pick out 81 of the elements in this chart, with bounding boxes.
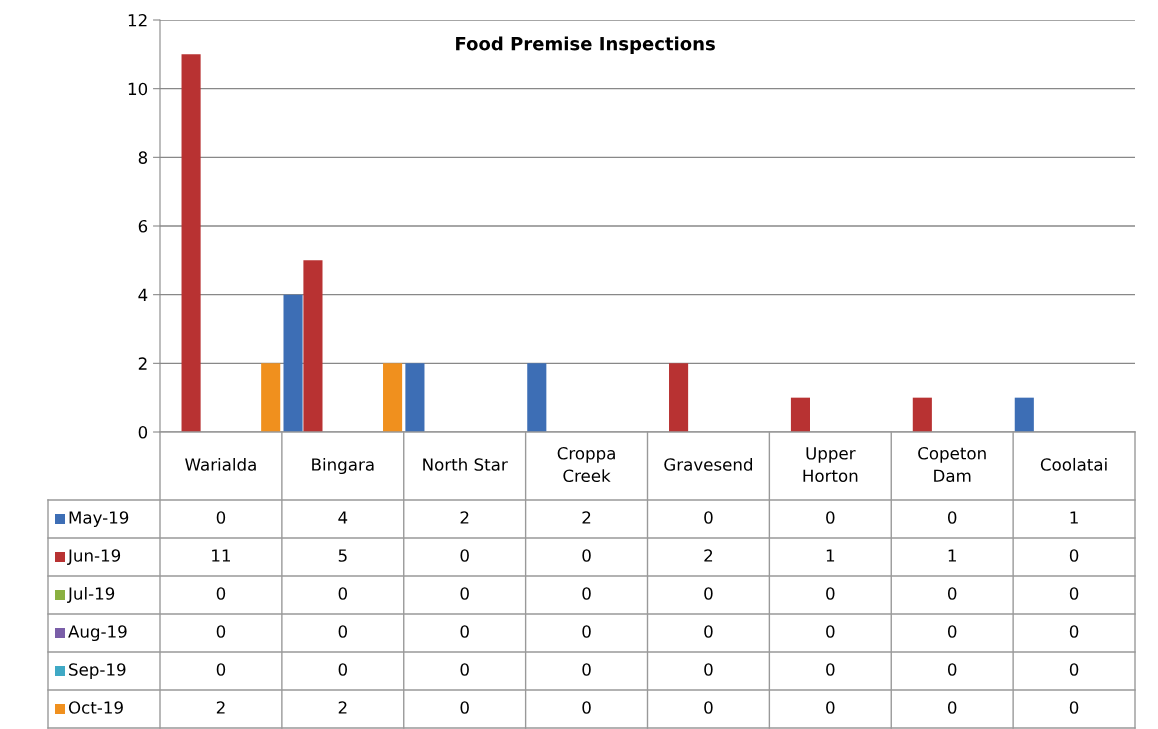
data-label: 2: [582, 511, 591, 524]
data-label: 0: [1069, 701, 1079, 714]
bar: [405, 363, 425, 432]
data-label: 0: [826, 701, 835, 714]
bar: [790, 397, 811, 432]
data-label: 0: [704, 663, 713, 676]
x-tick-label: Croppa Creek: [557, 447, 615, 483]
data-label: 0: [704, 625, 713, 638]
data-label: 0: [338, 625, 348, 638]
data-label: 4: [338, 511, 348, 524]
data-label: 0: [1069, 587, 1079, 600]
x-tick-label: Upper Horton: [803, 447, 858, 483]
y-tick-label: 6: [138, 219, 148, 233]
data-label: 0: [582, 701, 591, 714]
data-label: 0: [582, 549, 591, 562]
bar: [527, 363, 547, 432]
y-tick-label: 0: [138, 425, 148, 439]
x-tick-label: Gravesend: [664, 457, 753, 471]
data-label: 0: [338, 587, 348, 600]
data-label: 0: [1069, 663, 1079, 676]
data-label: 0: [1069, 549, 1079, 562]
bar: [283, 294, 303, 432]
data-label: 0: [216, 511, 226, 524]
data-label: 0: [947, 587, 957, 600]
data-label: 0: [460, 625, 469, 638]
data-label: 2: [216, 701, 225, 714]
data-label: 0: [216, 663, 226, 676]
data-label: 0: [826, 663, 835, 676]
data-label: 2: [460, 511, 469, 524]
legend-label: Sep-19: [69, 663, 126, 680]
x-tick-label: Copeton Dam: [918, 447, 986, 483]
data-label: 0: [826, 587, 835, 600]
data-label: 0: [704, 511, 713, 524]
x-tick-label: Coolatai: [1040, 457, 1107, 471]
legend-label: Jul-19: [67, 586, 115, 603]
data-label: 0: [826, 625, 835, 638]
y-tick-label: 10: [128, 82, 148, 96]
y-tick-label: 12: [128, 13, 147, 27]
bar: [303, 260, 323, 432]
data-label: 0: [704, 701, 713, 714]
data-label: 0: [460, 587, 469, 600]
data-label: 0: [582, 663, 591, 676]
legend-label: May-19: [69, 511, 129, 528]
data-label: 1: [826, 549, 835, 562]
data-label: 0: [704, 587, 713, 600]
legend-label: Oct-19: [68, 701, 123, 714]
data-label: 0: [826, 511, 835, 524]
data-label: 0: [947, 663, 957, 676]
legend-label: Jun-19: [67, 549, 121, 565]
data-label: 0: [460, 701, 469, 714]
data-label: 2: [338, 701, 347, 714]
data-label: 0: [947, 701, 957, 714]
bar: [261, 363, 281, 432]
bar: [1014, 397, 1034, 432]
data-label: 0: [582, 625, 591, 638]
data-label: 0: [947, 511, 957, 524]
legend-label: Aug-19: [68, 625, 127, 642]
data-label: 1: [948, 549, 956, 562]
data-label: 0: [947, 625, 957, 638]
y-tick-label: 8: [138, 151, 148, 164]
data-label: 0: [582, 587, 591, 600]
y-tick-label: 2: [138, 357, 147, 370]
data-label: 2: [704, 549, 713, 562]
bar: [669, 363, 689, 432]
data-label: 0: [216, 587, 226, 600]
bar: [181, 54, 201, 432]
x-tick-label: Warialda: [185, 457, 256, 471]
data-label: 11: [212, 549, 230, 562]
x-tick-label: North Star: [423, 457, 508, 471]
text: Food Premise Inspections: [456, 36, 715, 54]
data-label: 0: [460, 549, 469, 562]
data-label: 0: [1069, 625, 1079, 638]
data-label: 0: [460, 663, 469, 676]
data-label: 1: [1070, 511, 1078, 524]
y-tick-label: 4: [138, 288, 148, 301]
data-label: 0: [338, 663, 348, 676]
x-tick-label: Bingara: [312, 457, 374, 475]
data-label: 0: [216, 625, 226, 638]
bar: [383, 363, 403, 432]
data-label: 5: [338, 549, 347, 562]
bar: [912, 397, 932, 432]
